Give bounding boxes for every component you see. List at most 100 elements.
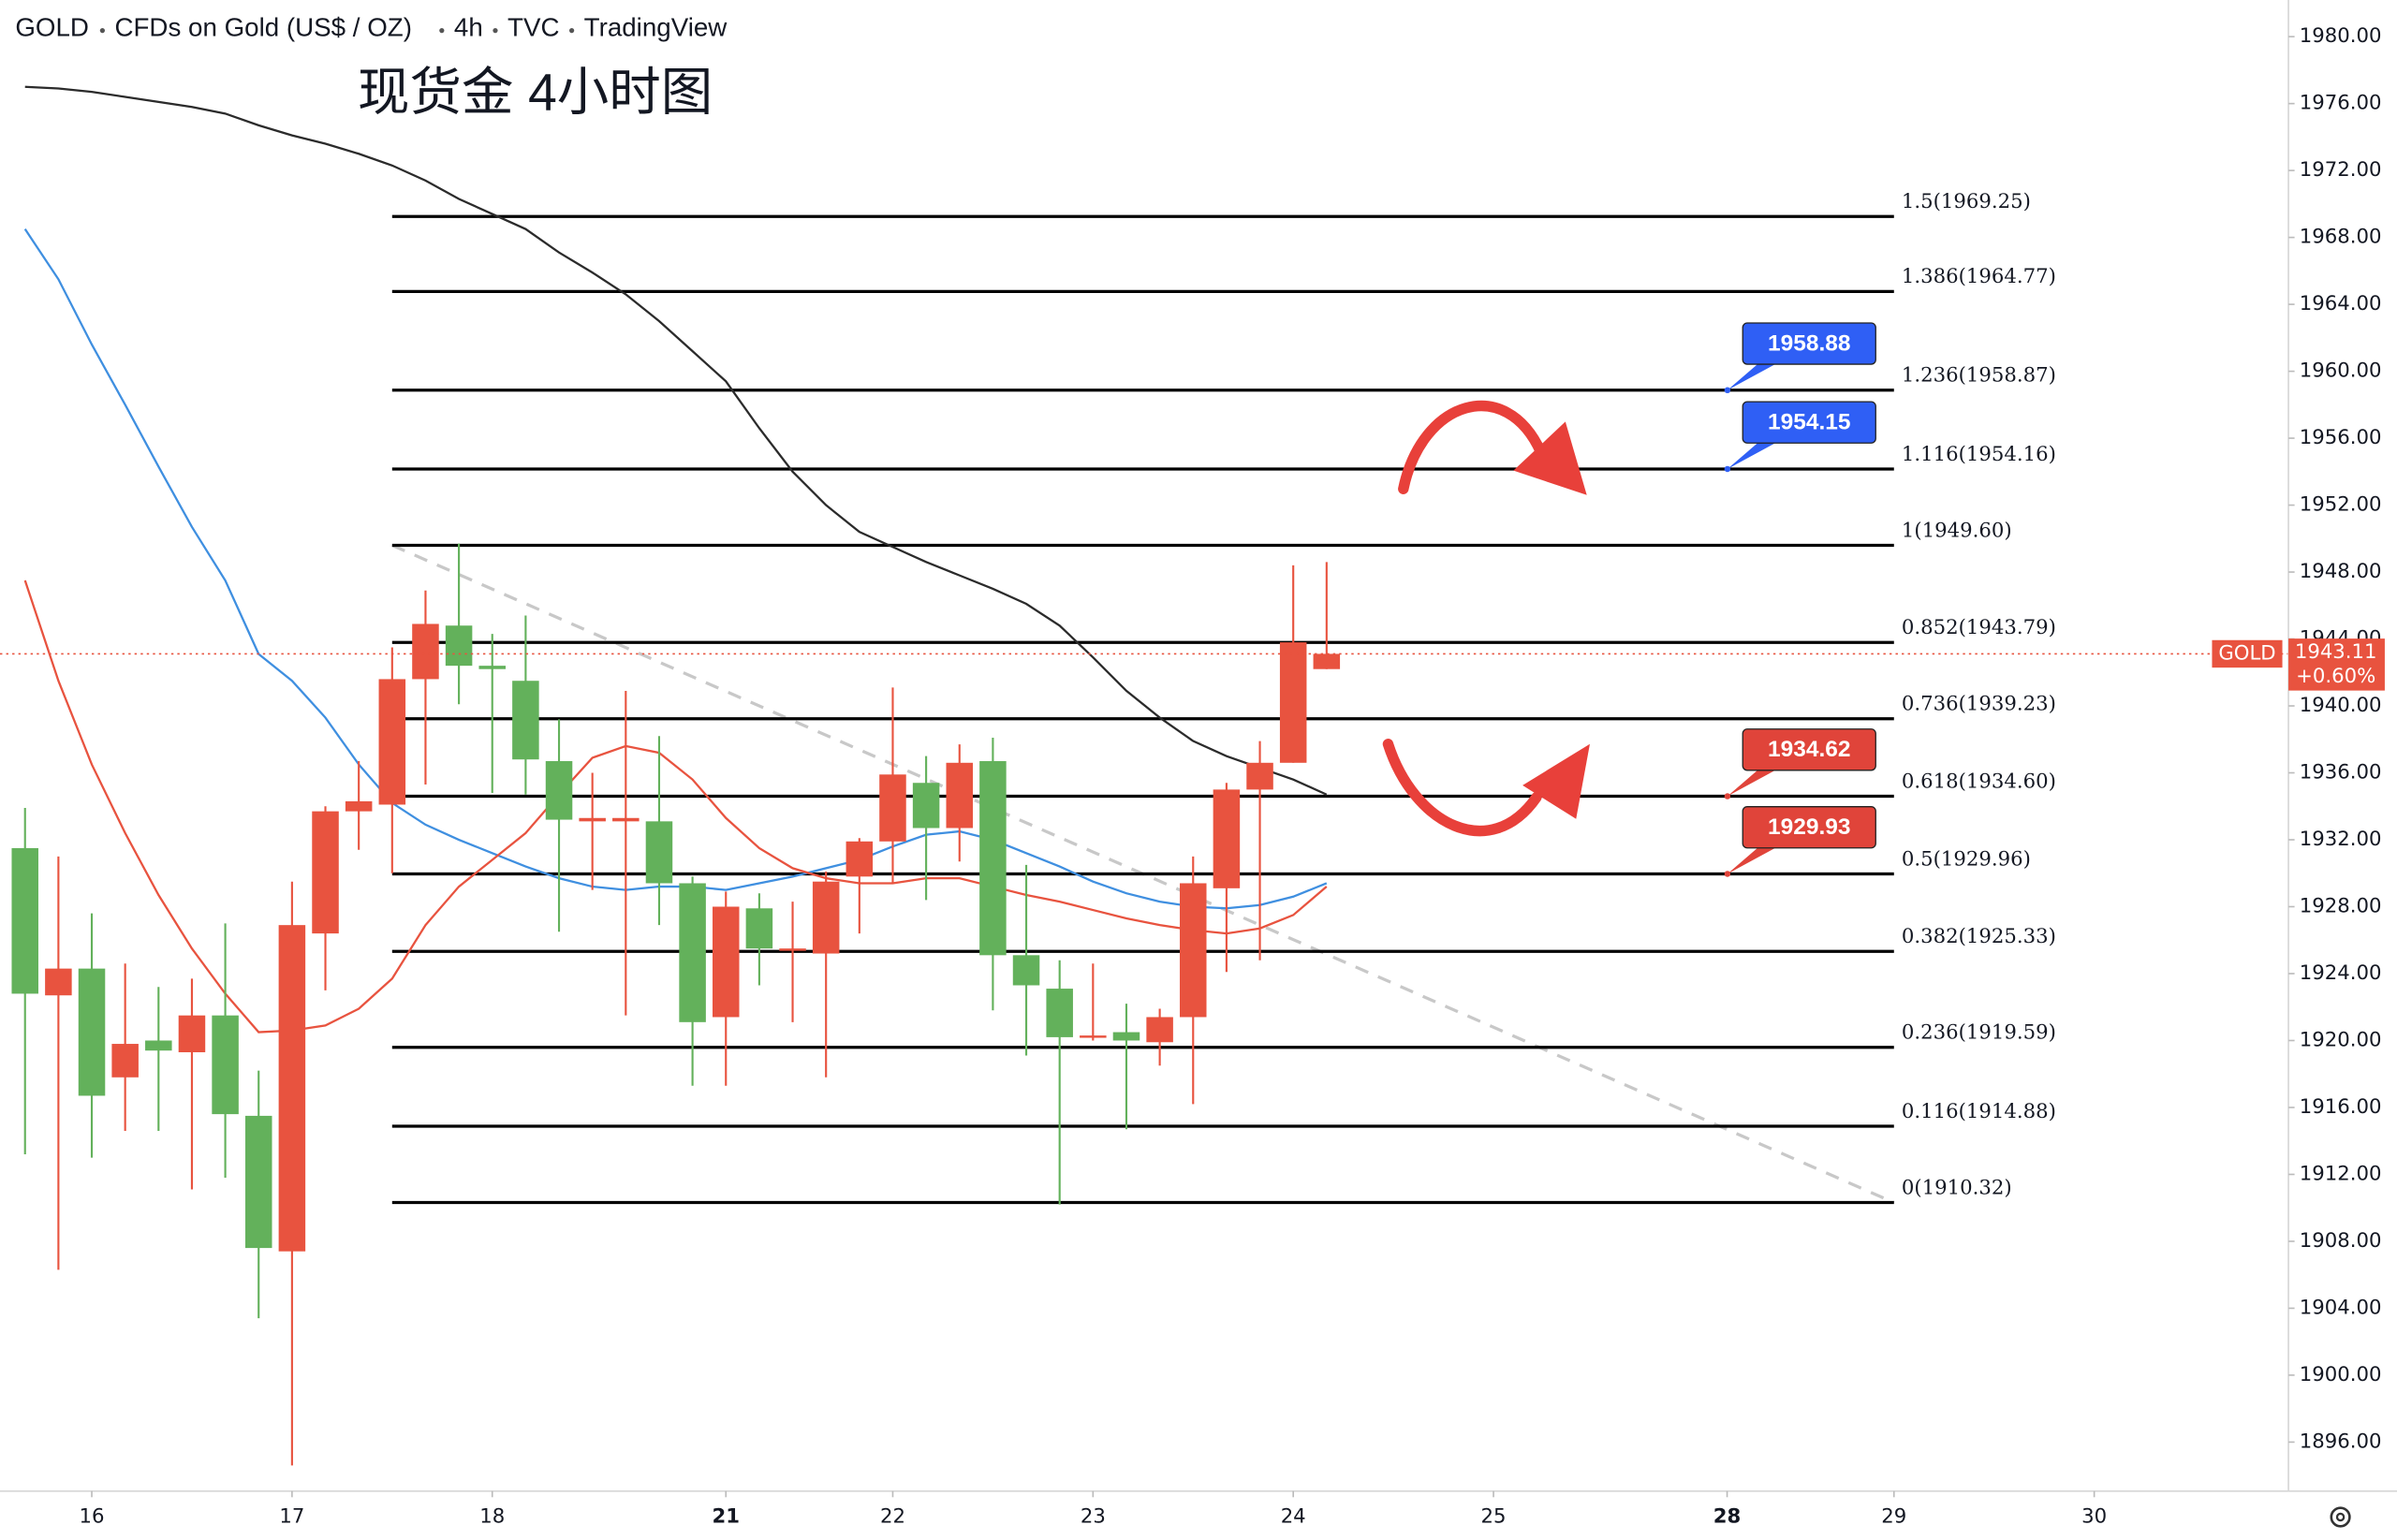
candle-body [812,881,840,954]
x-tick-label: 24 [1281,1505,1306,1529]
candle-body [1313,653,1341,669]
gear[interactable] [2330,1506,2351,1528]
x-tick-label: 17 [279,1505,304,1529]
y-tick-label: 1900.00 [2300,1363,2382,1386]
y-tick-label: 1908.00 [2300,1229,2382,1253]
moving-average [24,85,1328,796]
candle-body [145,1040,172,1051]
interval: 4h [454,12,483,41]
price-tag-anchor [1724,793,1731,799]
instrument: CFDs on Gold (US$ / OZ) [114,12,412,41]
candle-body [912,783,940,829]
source: TVC [507,12,559,41]
candle-body [312,811,339,934]
arrow-head [1522,743,1590,819]
price-tag-anchor [1724,871,1731,877]
y-tick-label: 1916.00 [2300,1095,2382,1119]
x-tick-label: 16 [80,1505,105,1529]
y-tick-label: 1896.00 [2300,1430,2382,1453]
price-tag-anchor [1724,465,1731,473]
y-tick-label: 1948.00 [2300,560,2382,583]
price-tag-box [1742,401,1876,444]
symbol-tag-label: GOLD [2218,641,2275,665]
candle-body [278,925,306,1252]
fib-label: 0.736(1939.23) [1902,693,2056,716]
candle-body [45,968,72,996]
fib-label: 0(1910.32) [1902,1176,2012,1199]
x-tick-label: 22 [880,1505,905,1529]
chart-title: 现货金 4小时图 [358,63,713,121]
y-tick-label: 1932.00 [2300,828,2382,851]
fib-label: 1.116(1954.16) [1902,443,2056,466]
fib-label: 1.386(1964.77) [1902,265,2056,288]
symbol: GOLD [15,12,89,41]
candle-body [412,623,439,680]
moving-average [23,579,1328,1034]
candle-body [1213,789,1241,888]
candle-body [712,906,740,1018]
y-tick-label: 1928.00 [2300,895,2382,918]
y-tick-label: 1972.00 [2300,158,2382,182]
fib-label: 0.382(1925.33) [1902,925,2056,948]
symbol-tag-box [2212,639,2283,668]
arrow-down-curve [1382,739,1542,837]
moving-average [23,228,1328,910]
x-tick-label: 23 [1081,1505,1106,1529]
separator [99,28,105,34]
candle-body [1046,989,1073,1037]
candle-body [946,762,974,829]
fib-label: 0.116(1914.88) [1902,1100,2056,1123]
y-tick-label: 1920.00 [2300,1028,2382,1051]
y-tick-label: 1956.00 [2300,426,2382,449]
settings-icon[interactable] [2330,1506,2351,1528]
overlay [1382,400,1590,837]
price-axis [2288,0,2397,1540]
candle-body [645,821,673,884]
y-tick-label: 1976.00 [2300,92,2382,115]
separator [493,28,498,34]
price-tag-anchor [1724,387,1731,394]
price-tag-box [1742,728,1876,771]
candle-body [846,841,874,877]
y-tick-label: 1968.00 [2300,226,2382,249]
candle-body [111,1044,139,1078]
candle-body [745,908,773,949]
fib-label: 1(1949.60) [1902,519,2012,542]
candle-body [478,666,507,669]
candle-body [1146,1017,1173,1043]
candle-body [1180,883,1207,1018]
price-tag-label: 1934.62 [1768,737,1850,762]
y-tick-label: 1924.00 [2300,961,2382,985]
y-tick-label: 1964.00 [2300,292,2382,315]
header: GOLD CFDs on Gold (US$ / OZ) 4h TVC Trad… [15,12,728,121]
candle-body [378,679,406,805]
y-tick-label: 1940.00 [2300,694,2382,717]
time-axis [0,1490,2397,1540]
candle-body [779,948,806,951]
candle-body [1080,1035,1107,1038]
candle-body [212,1015,239,1115]
candle-body [1112,1032,1140,1041]
x-tick-label: 25 [1481,1505,1507,1529]
price-tag-label: 1929.93 [1768,814,1850,840]
fib-label: 0.618(1934.60) [1902,770,2056,793]
fib-label: 1.5(1969.25) [1902,190,2031,213]
gear-center[interactable] [2335,1512,2346,1522]
plot-area: 1.5(1969.25) 1.386(1964.77) 1.236(1958.87)… [0,85,2289,1466]
candle-body [545,761,573,820]
fib-label: 0.5(1929.96) [1902,847,2031,871]
price-tag-box [1742,806,1876,849]
price-tag-box [1742,322,1876,365]
y-tick-label: 1912.00 [2300,1162,2382,1185]
x-tick-label: 21 [712,1505,740,1529]
candle-body [612,817,640,822]
last-price-box [2288,638,2385,691]
arrow-up-curve [1398,400,1547,494]
candle-body [178,1015,206,1052]
x-tick-label: 28 [1713,1505,1742,1529]
fib-label: 0.236(1919.59) [1902,1021,2056,1045]
candle-body [78,968,106,1096]
platform: TradingView [584,12,728,41]
y-tick-label: 1952.00 [2300,493,2382,517]
